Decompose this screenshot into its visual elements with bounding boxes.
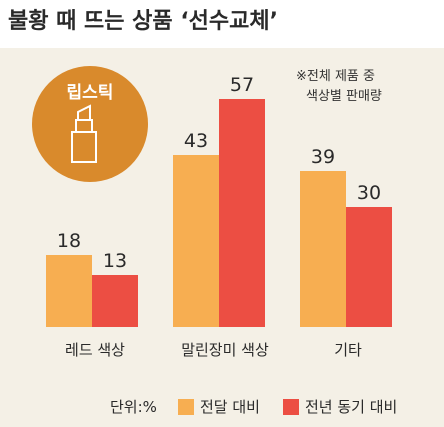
unit-label: 단위:% bbox=[110, 398, 157, 416]
bar-prev-year-0 bbox=[92, 275, 138, 327]
note-line-2: 색상별 판매량 bbox=[306, 89, 382, 104]
lipstick-badge: 립스틱 bbox=[32, 66, 148, 182]
bars-layer: 18 13 43 57 39 30 bbox=[46, 74, 392, 327]
bar-prev-month-0 bbox=[46, 255, 92, 327]
legend-label-prev-month: 전달 대비 bbox=[200, 398, 260, 416]
bar-prev-month-2 bbox=[300, 171, 346, 327]
legend-swatch-prev-month bbox=[178, 399, 194, 415]
note-line-1: ※전체 제품 중 bbox=[296, 69, 375, 84]
legend-label-prev-year: 전년 동기 대비 bbox=[305, 398, 397, 416]
value-label-prev-month-1: 43 bbox=[184, 130, 208, 152]
value-label-prev-month-0: 18 bbox=[57, 230, 81, 252]
category-label-other: 기타 bbox=[334, 341, 362, 359]
legend-swatch-prev-year bbox=[283, 399, 299, 415]
category-label-red: 레드 색상 bbox=[65, 341, 125, 359]
value-label-prev-year-2: 30 bbox=[357, 182, 381, 204]
bar-prev-year-2 bbox=[346, 207, 392, 327]
bar-prev-month-1 bbox=[173, 155, 219, 327]
value-label-prev-year-1: 57 bbox=[230, 74, 254, 96]
badge-circle bbox=[32, 66, 148, 182]
badge-label: 립스틱 bbox=[67, 83, 114, 103]
chart-title: 불황 때 뜨는 상품 ‘선수교체’ bbox=[8, 9, 278, 34]
legend: 단위:% 전달 대비 전년 동기 대비 bbox=[110, 398, 397, 416]
bar-prev-year-1 bbox=[219, 99, 265, 327]
category-label-dried-rose: 말린장미 색상 bbox=[181, 341, 269, 359]
value-label-prev-year-0: 13 bbox=[103, 250, 127, 272]
lipstick-icon bbox=[71, 104, 97, 163]
value-label-prev-month-2: 39 bbox=[311, 146, 335, 168]
